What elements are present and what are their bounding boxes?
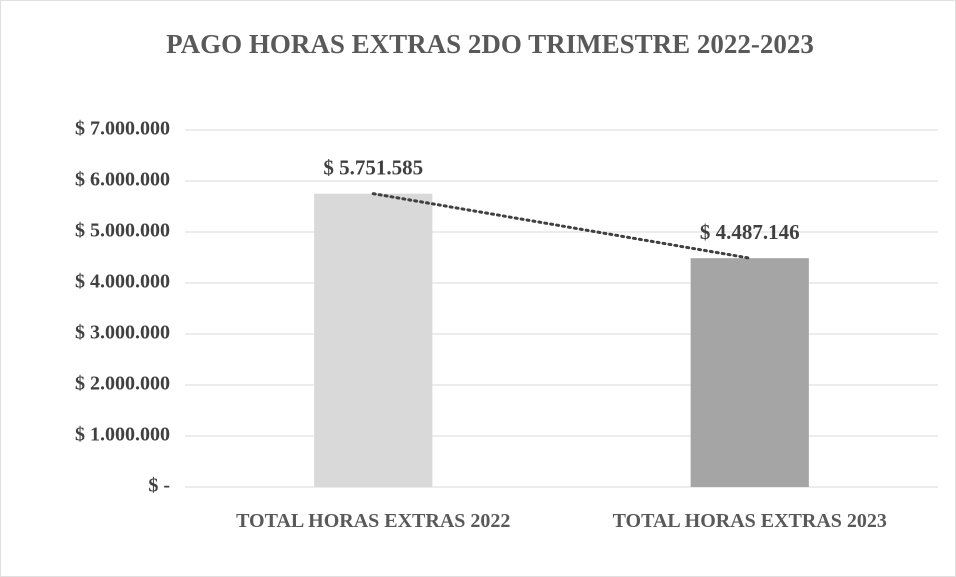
y-tick-label: $ 3.000.000: [75, 322, 170, 344]
y-tick-label: $ 5.000.000: [75, 220, 170, 242]
y-tick-label: $ 2.000.000: [75, 373, 170, 395]
y-tick-label: $ 6.000.000: [75, 169, 170, 191]
bar: [690, 258, 809, 487]
y-tick-label: $ 1.000.000: [75, 424, 170, 446]
x-tick-label: TOTAL HORAS EXTRAS 2022: [236, 510, 511, 532]
data-label: $ 4.487.146: [700, 220, 800, 244]
x-tick-label: TOTAL HORAS EXTRAS 2023: [612, 510, 887, 532]
chart-title: PAGO HORAS EXTRAS 2DO TRIMESTRE 2022-202…: [166, 29, 814, 59]
bar: [314, 193, 433, 487]
y-tick-label: $ -: [148, 475, 170, 497]
data-label: $ 5.751.585: [323, 155, 423, 179]
y-tick-label: $ 4.000.000: [75, 271, 170, 293]
y-tick-label: $ 7.000.000: [75, 118, 170, 140]
trendline: [371, 192, 752, 260]
